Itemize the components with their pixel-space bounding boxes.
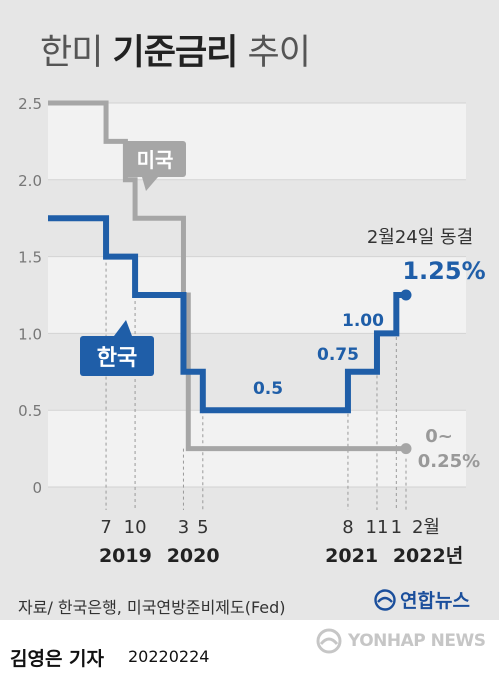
data-label: 0.5 — [253, 379, 283, 399]
data-label: 0.25% — [418, 451, 480, 472]
data-label: 0~ — [425, 426, 453, 447]
x-year-label: 2021 — [325, 545, 378, 567]
x-year-label: 2019 — [99, 545, 152, 567]
title-emphasis: 기준금리 — [112, 33, 239, 73]
korea-legend-label: 한국 — [97, 346, 137, 371]
us-legend-bubble — [124, 141, 186, 177]
y-tick-label: 2.0 — [18, 172, 42, 190]
x-month-label: 1 — [391, 517, 402, 538]
korea-legend-bubble — [80, 336, 154, 376]
chart-title: 한미 기준금리 추이 — [40, 24, 311, 75]
us-legend-label: 미국 — [137, 148, 174, 172]
title-prefix: 한미 — [40, 33, 103, 73]
x-month-label: 11 — [366, 517, 389, 538]
y-tick-label: 0.5 — [18, 402, 42, 420]
globe-icon — [316, 628, 342, 654]
x-year-label: 2020 — [167, 545, 220, 567]
globe-icon — [374, 588, 396, 611]
x-month-label: 3 — [178, 517, 189, 538]
title-suffix: 추이 — [247, 33, 311, 73]
korea-end-dot — [400, 289, 412, 301]
rate-chart: 0 0.5 1.0 1.5 2.0 2.5 7 10 3 5 8 11 1 2월 2019 2020 2021 2… — [18, 95, 485, 567]
y-tick-label: 1.0 — [18, 325, 42, 343]
footer-band — [0, 620, 499, 676]
x-month-label: 5 — [197, 517, 208, 538]
us-legend-pointer — [142, 177, 158, 191]
x-month-label: 2월 — [412, 517, 440, 538]
us-end-dot — [400, 443, 412, 455]
source-note: 자료/ 한국은행, 미국연방준비제도(Fed) — [18, 598, 286, 617]
x-month-label: 8 — [342, 517, 353, 538]
watermark: YONHAP NEWS — [316, 628, 486, 654]
korea-legend-pointer — [114, 320, 132, 336]
watermark-text: YONHAP NEWS — [348, 631, 486, 651]
korea-rate-line — [48, 215, 406, 414]
data-label: 0.75 — [317, 345, 359, 365]
y-tick-label: 0 — [32, 479, 42, 497]
y-tick-label: 2.5 — [18, 95, 42, 113]
x-month-label: 10 — [124, 517, 147, 538]
x-month-label: 7 — [100, 517, 111, 538]
y-tick-label: 1.5 — [18, 249, 42, 267]
data-label: 1.00 — [342, 311, 384, 331]
publish-date: 20220224 — [128, 647, 210, 666]
annotation-label: 2월24일 동결 — [367, 227, 473, 248]
yonhap-logo: 연합뉴스 — [374, 586, 470, 613]
us-rate-line — [48, 100, 406, 452]
data-label: 1.25% — [402, 257, 485, 285]
logo-text: 연합뉴스 — [400, 590, 470, 612]
x-year-label: 2022년 — [393, 545, 463, 567]
reporter-name: 김영은 기자 — [10, 648, 105, 670]
